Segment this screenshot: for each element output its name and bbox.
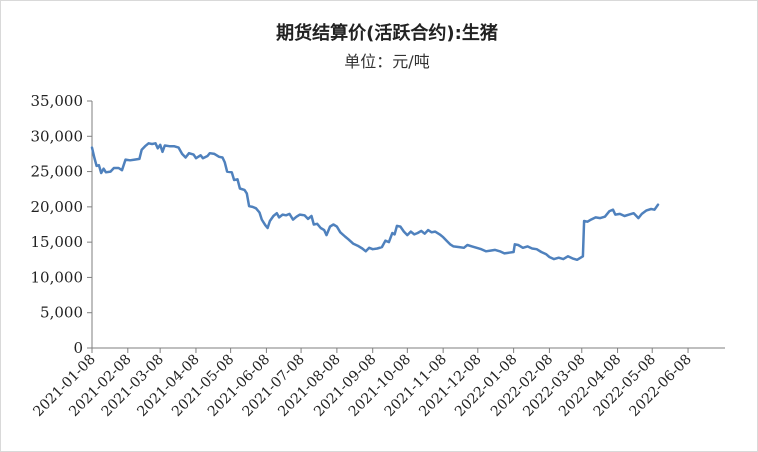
y-tick-label: 15,000 bbox=[31, 233, 84, 251]
y-tick-label: 0 bbox=[73, 339, 83, 357]
x-axis-ticks: 2021-01-082021-02-082021-03-082021-04-08… bbox=[30, 348, 695, 420]
chart-title: 期货结算价(活跃合约):生猪 bbox=[276, 22, 498, 44]
y-tick-label: 10,000 bbox=[31, 268, 84, 286]
y-tick-label: 25,000 bbox=[31, 163, 84, 181]
y-axis-ticks: 0 5,000 10,000 15,000 20,000 25,000 30,000 35,0… bbox=[31, 92, 92, 357]
y-tick-label: 20,000 bbox=[31, 198, 84, 216]
series-group bbox=[90, 142, 660, 262]
y-tick-label: 35,000 bbox=[31, 92, 84, 110]
series-line-0 bbox=[90, 142, 660, 262]
axes bbox=[91, 101, 725, 349]
y-tick-label: 5,000 bbox=[40, 304, 83, 322]
y-tick-label: 30,000 bbox=[31, 127, 84, 145]
chart-subtitle: 单位：元/吨 bbox=[344, 52, 429, 71]
